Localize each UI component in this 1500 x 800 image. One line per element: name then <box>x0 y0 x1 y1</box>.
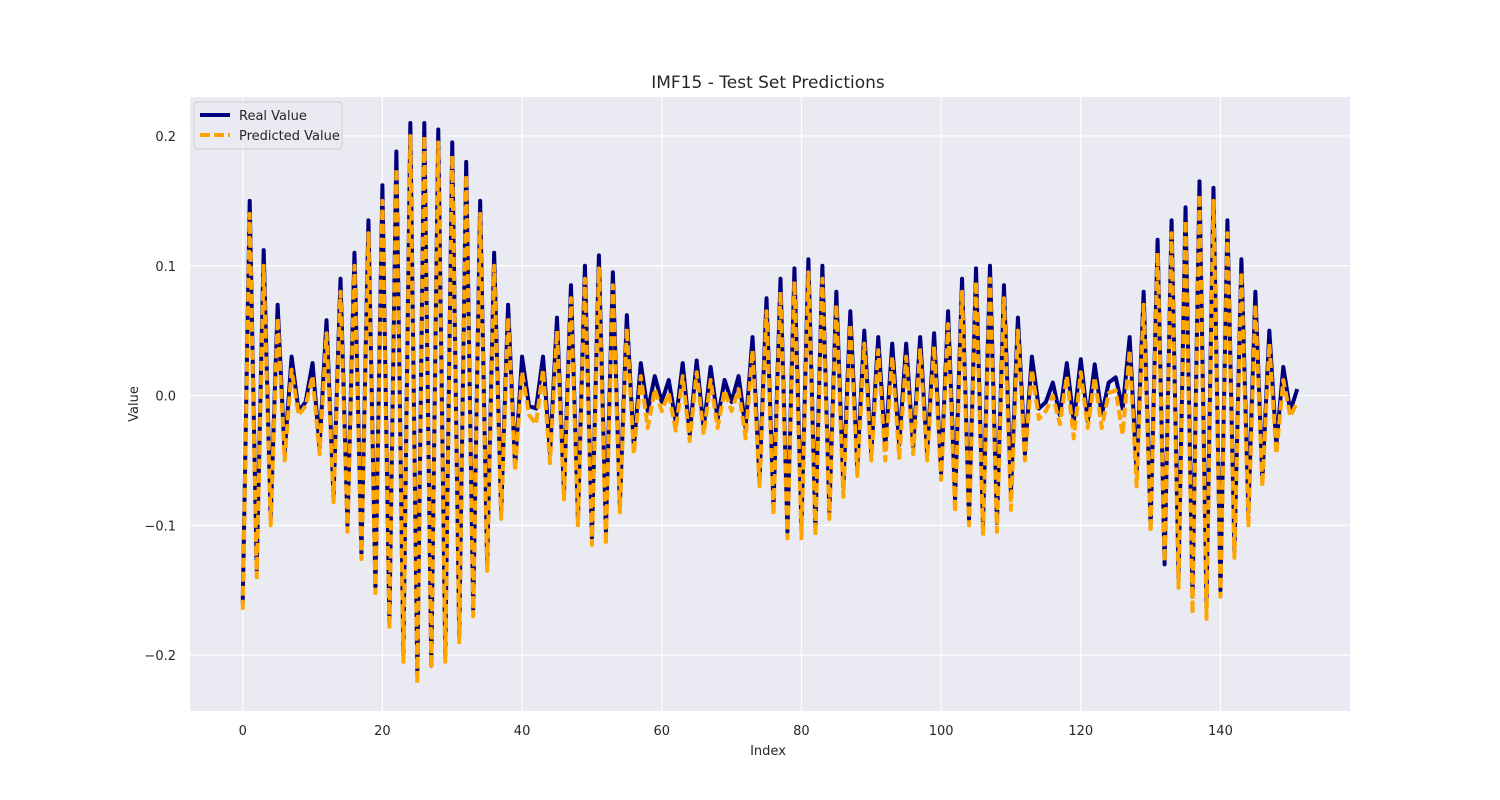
y-tick-label: 0.2 <box>155 130 176 145</box>
x-tick-label: 140 <box>1208 724 1233 739</box>
legend-label-real: Real Value <box>239 109 307 124</box>
y-axis-label: Value <box>127 386 142 422</box>
y-tick-label: 0.0 <box>155 390 176 405</box>
legend-box <box>193 101 343 150</box>
x-tick-label: 40 <box>514 724 531 739</box>
x-tick-labels: 0 20 40 60 80 100 120 140 <box>239 724 1233 739</box>
y-tick-label: 0.1 <box>155 260 176 275</box>
series-layer <box>240 120 1300 686</box>
x-tick-label: 120 <box>1068 724 1093 739</box>
y-tick-label: −0.1 <box>144 519 176 534</box>
x-tick-label: 60 <box>653 724 670 739</box>
series-line-predicted <box>240 133 1300 686</box>
x-tick-label: 0 <box>239 724 247 739</box>
y-tick-label: −0.2 <box>144 649 176 664</box>
x-tick-label: 80 <box>793 724 810 739</box>
x-tick-label: 20 <box>374 724 391 739</box>
legend: Real Value Predicted Value <box>193 101 343 150</box>
x-axis-label: Index <box>750 744 786 759</box>
chart-title: IMF15 - Test Set Predictions <box>651 73 885 93</box>
legend-label-predicted: Predicted Value <box>239 129 340 144</box>
x-tick-label: 100 <box>929 724 954 739</box>
y-tick-labels: −0.2 −0.1 0.0 0.1 0.2 <box>144 130 176 664</box>
